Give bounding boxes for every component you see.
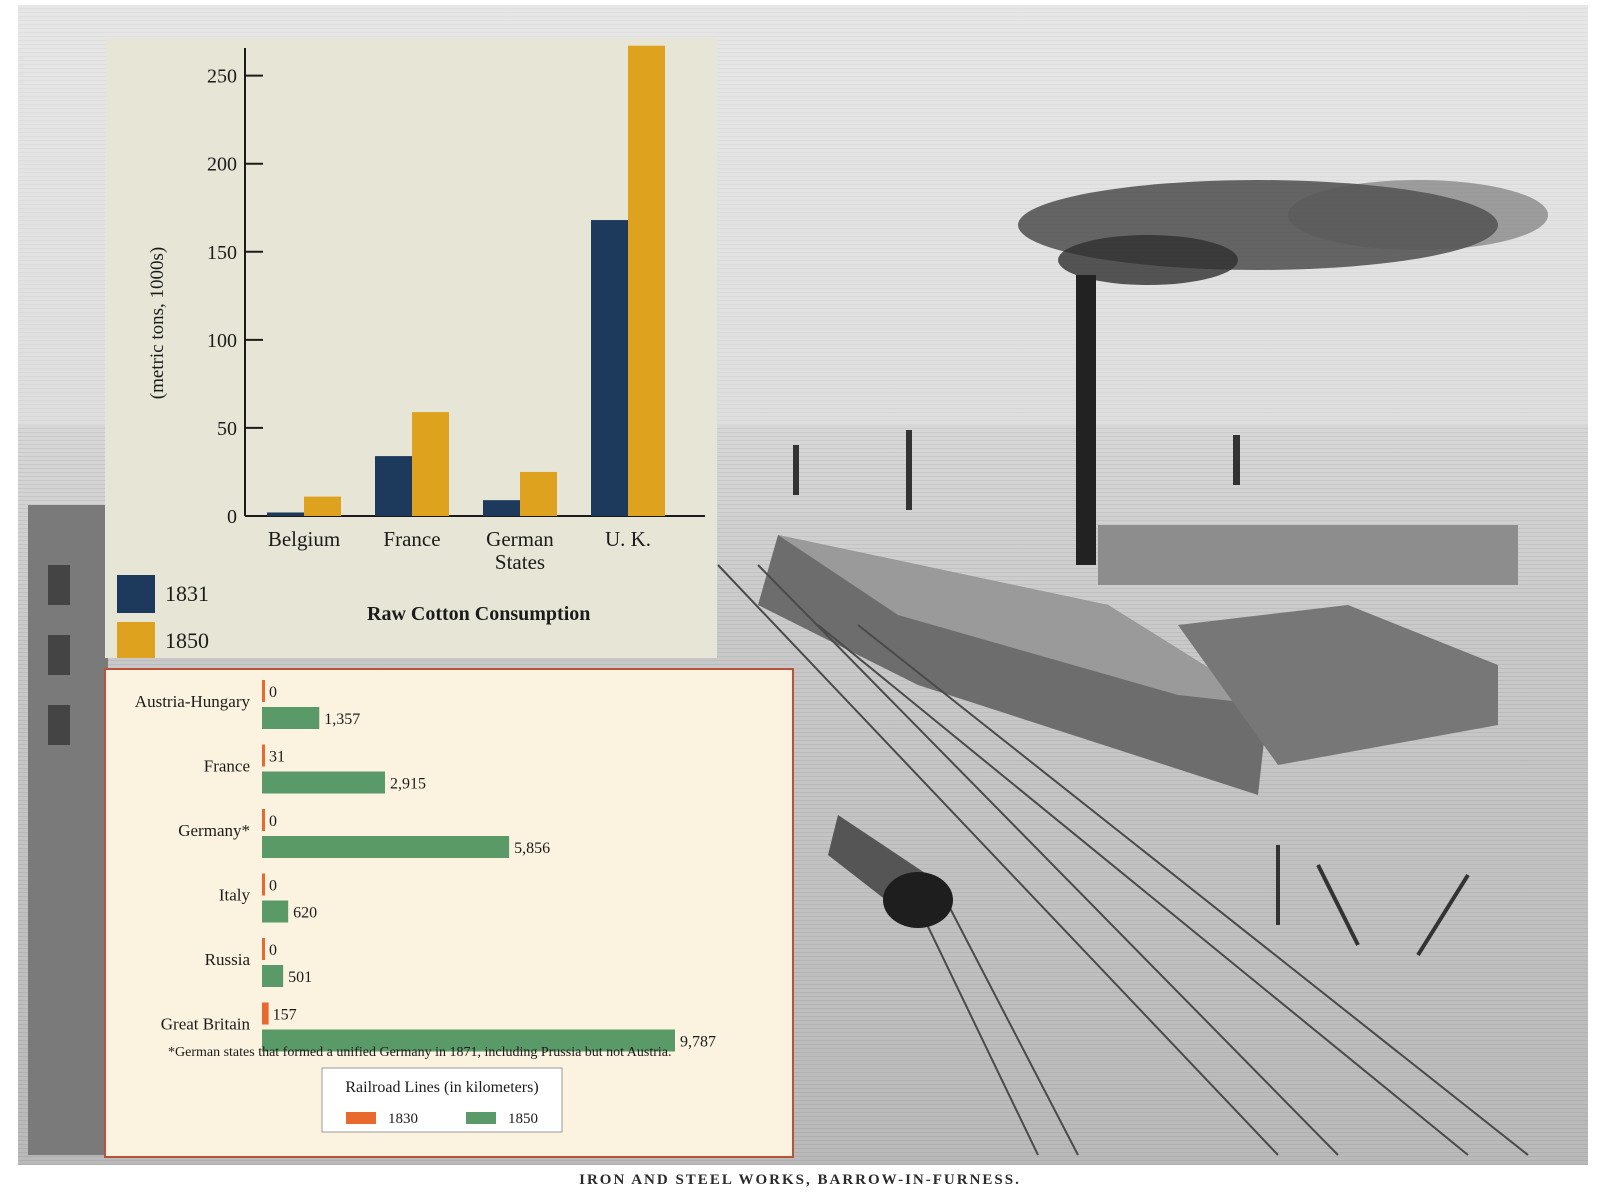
railroad-row: France 31 2,915 bbox=[204, 744, 426, 794]
railroad-bar-1850 bbox=[262, 707, 320, 729]
railroad-bar-1850 bbox=[262, 900, 289, 923]
railroad-chart: Austria-Hungary 0 1,357 France 31 2,915 German… bbox=[135, 680, 716, 1133]
cotton-category-labels: Belgium France German States U. K. bbox=[268, 527, 651, 574]
cotton-chart-title: Raw Cotton Consumption bbox=[367, 603, 590, 625]
railroad-value-1830: 157 bbox=[273, 1007, 297, 1024]
railroad-country-label: France bbox=[204, 757, 250, 776]
railroad-bar-1830 bbox=[262, 809, 265, 831]
railroad-bar-1850 bbox=[262, 1029, 675, 1052]
cotton-chart: (metric tons, 1000s) 0 50 100 150 200 250 Bel… bbox=[117, 45, 705, 658]
railroad-country-label: Austria-Hungary bbox=[135, 692, 251, 711]
railroad-row: Germany* 0 5,856 bbox=[178, 809, 550, 858]
railroad-value-1850: 620 bbox=[293, 905, 317, 922]
legend-label-1850-rail: 1850 bbox=[508, 1111, 538, 1127]
cotton-bar-1850 bbox=[520, 471, 557, 516]
legend-swatch-1850 bbox=[117, 622, 155, 658]
railroad-country-label: Italy bbox=[219, 886, 251, 905]
legend-label-1850: 1850 bbox=[165, 628, 209, 653]
cotton-y-tick-label: 200 bbox=[207, 154, 237, 176]
railroad-value-1850: 501 bbox=[288, 969, 312, 986]
legend-swatch-1831 bbox=[117, 575, 155, 613]
railroad-bar-1850 bbox=[262, 965, 284, 987]
railroad-row: Austria-Hungary 0 1,357 bbox=[135, 680, 360, 729]
railroad-country-label: Great Britain bbox=[161, 1015, 251, 1034]
cotton-bar-1850 bbox=[304, 496, 341, 516]
railroad-rows: Austria-Hungary 0 1,357 France 31 2,915 German… bbox=[135, 680, 716, 1052]
cotton-bar-1831 bbox=[591, 220, 628, 517]
cotton-category-label: Belgium bbox=[268, 527, 340, 551]
cotton-y-tick-label: 100 bbox=[207, 330, 237, 352]
cotton-bar-1831 bbox=[483, 500, 520, 516]
railroad-country-label: Russia bbox=[205, 950, 251, 969]
cotton-category-label: France bbox=[383, 527, 440, 551]
cotton-bar-1850 bbox=[412, 412, 449, 516]
cotton-bar-1831 bbox=[267, 512, 304, 516]
railroad-value-1850: 9,787 bbox=[680, 1034, 716, 1051]
railroad-bar-1830 bbox=[262, 938, 265, 960]
legend-label-1831: 1831 bbox=[165, 581, 209, 606]
railroad-chart-panel: Austria-Hungary 0 1,357 France 31 2,915 German… bbox=[104, 668, 794, 1158]
legend-swatch-1850-rail bbox=[466, 1112, 496, 1124]
railroad-value-1830: 0 bbox=[269, 684, 277, 701]
railroad-value-1830: 0 bbox=[269, 878, 277, 895]
engraving-caption: IRON AND STEEL WORKS, BARROW-IN-FURNESS. bbox=[579, 1172, 1021, 1188]
railroad-row: Italy 0 620 bbox=[219, 873, 317, 923]
cotton-category-label: German States bbox=[486, 527, 554, 574]
railroad-country-label: Germany* bbox=[178, 821, 250, 840]
railroad-bar-1850 bbox=[262, 771, 386, 794]
railroad-row: Great Britain 157 9,787 bbox=[161, 1002, 716, 1052]
cotton-y-tick-label: 50 bbox=[217, 418, 237, 440]
railroad-row: Russia 0 501 bbox=[205, 938, 312, 987]
cotton-chart-panel: (metric tons, 1000s) 0 50 100 150 200 250 Bel… bbox=[105, 38, 717, 658]
cotton-y-tick-label: 150 bbox=[207, 242, 237, 264]
railroad-bar-1830 bbox=[262, 873, 265, 896]
railroad-bar-1830 bbox=[262, 744, 265, 767]
cotton-y-axis-label: (metric tons, 1000s) bbox=[147, 247, 168, 400]
railroad-bar-1830 bbox=[262, 1002, 269, 1025]
railroad-bar-1830 bbox=[262, 680, 265, 702]
railroad-bar-1850 bbox=[262, 836, 510, 858]
railroad-value-1850: 2,915 bbox=[390, 776, 426, 793]
cotton-bar-1831 bbox=[375, 456, 412, 516]
railroad-value-1850: 5,856 bbox=[514, 840, 550, 857]
railroad-value-1830: 0 bbox=[269, 942, 277, 959]
cotton-legend: 1831 1850 bbox=[117, 575, 209, 658]
cotton-bars bbox=[267, 45, 665, 517]
railroad-value-1830: 0 bbox=[269, 813, 277, 830]
railroad-value-1830: 31 bbox=[269, 749, 285, 766]
railroad-chart-title: Railroad Lines (in kilometers) bbox=[345, 1079, 538, 1096]
railroad-legend: Railroad Lines (in kilometers) 1830 1850 bbox=[321, 1067, 563, 1133]
cotton-bar-1850 bbox=[628, 45, 665, 517]
railroad-footnote: *German states that formed a unified Ger… bbox=[168, 1045, 672, 1060]
legend-swatch-1830 bbox=[346, 1112, 376, 1124]
railroad-value-1850: 1,357 bbox=[324, 711, 360, 728]
cotton-y-tick-label: 0 bbox=[227, 506, 237, 528]
cotton-category-label: U. K. bbox=[605, 527, 651, 551]
legend-label-1830: 1830 bbox=[388, 1111, 418, 1127]
cotton-y-tick-label: 250 bbox=[207, 66, 237, 88]
